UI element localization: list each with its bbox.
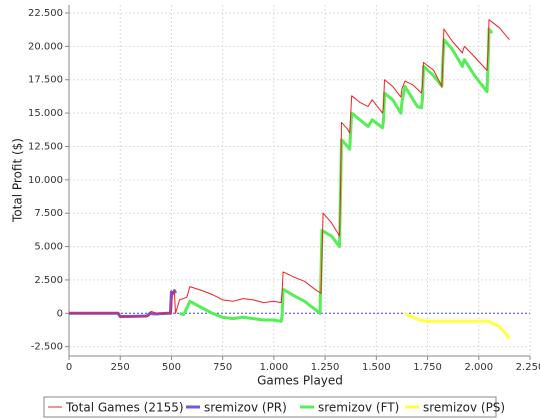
y-tick-label: 17.500 (28, 75, 63, 86)
legend (43, 396, 497, 418)
y-tick-label: 5.000 (34, 242, 63, 253)
series-line (69, 19, 510, 318)
y-tick-label: 22.500 (28, 8, 63, 19)
x-tick-label: 750 (213, 362, 232, 373)
legend-label: sremizov (FT) (318, 401, 399, 415)
x-tick-label: 1.250 (311, 362, 340, 373)
y-tick-label: 20.000 (28, 41, 63, 52)
x-tick-label: 2.250 (516, 362, 540, 373)
x-tick-label: 250 (111, 362, 130, 373)
x-tick-label: 500 (162, 362, 181, 373)
y-tick-label: 0 (57, 308, 63, 319)
x-tick-label: 2.000 (464, 362, 493, 373)
x-tick-label: 1.000 (260, 362, 289, 373)
x-tick-label: 1.750 (413, 362, 442, 373)
legend-label: sremizov (PR) (204, 401, 287, 415)
y-axis-title: Total Profit ($) (11, 138, 25, 223)
y-tick-label: 7.500 (34, 208, 63, 219)
x-tick-label: 0 (66, 362, 72, 373)
y-tick-label: 15.000 (28, 108, 63, 119)
y-tick-label: 2.500 (34, 275, 63, 286)
x-axis-title: Games Played (257, 374, 343, 388)
plot-area (69, 5, 530, 356)
y-tick-label: 12.500 (28, 141, 63, 152)
y-tick-label: 10.000 (28, 175, 63, 186)
x-tick-label: 1.500 (362, 362, 391, 373)
legend-label: sremizov (PS) (423, 401, 505, 415)
y-tick-label: -2.500 (31, 342, 63, 353)
legend-label: Total Games (2155) (65, 401, 184, 415)
series-line (404, 312, 511, 340)
